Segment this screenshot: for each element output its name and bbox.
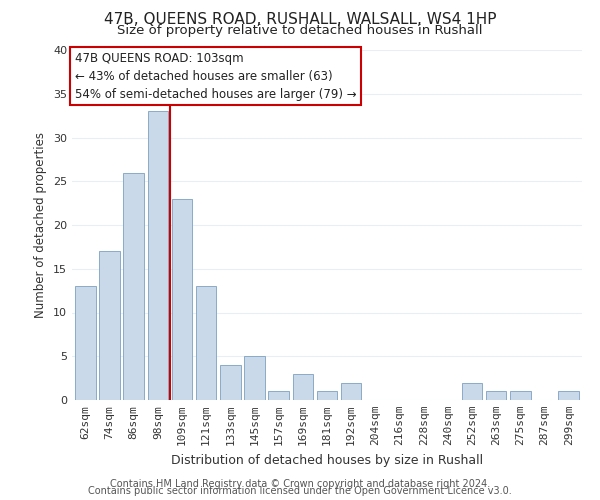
- Bar: [75, 286, 95, 400]
- Bar: [462, 382, 482, 400]
- Text: Contains HM Land Registry data © Crown copyright and database right 2024.: Contains HM Land Registry data © Crown c…: [110, 479, 490, 489]
- Bar: [341, 382, 361, 400]
- Bar: [172, 198, 192, 400]
- Bar: [124, 172, 144, 400]
- Y-axis label: Number of detached properties: Number of detached properties: [34, 132, 47, 318]
- Bar: [148, 112, 168, 400]
- Bar: [196, 286, 217, 400]
- Bar: [268, 391, 289, 400]
- Bar: [220, 365, 241, 400]
- Text: Contains public sector information licensed under the Open Government Licence v3: Contains public sector information licen…: [88, 486, 512, 496]
- Bar: [486, 391, 506, 400]
- Bar: [510, 391, 530, 400]
- Text: 47B QUEENS ROAD: 103sqm
← 43% of detached houses are smaller (63)
54% of semi-de: 47B QUEENS ROAD: 103sqm ← 43% of detache…: [74, 52, 356, 101]
- X-axis label: Distribution of detached houses by size in Rushall: Distribution of detached houses by size …: [171, 454, 483, 466]
- Bar: [293, 374, 313, 400]
- Bar: [99, 251, 120, 400]
- Bar: [559, 391, 579, 400]
- Text: 47B, QUEENS ROAD, RUSHALL, WALSALL, WS4 1HP: 47B, QUEENS ROAD, RUSHALL, WALSALL, WS4 …: [104, 12, 496, 28]
- Bar: [244, 356, 265, 400]
- Text: Size of property relative to detached houses in Rushall: Size of property relative to detached ho…: [117, 24, 483, 37]
- Bar: [317, 391, 337, 400]
